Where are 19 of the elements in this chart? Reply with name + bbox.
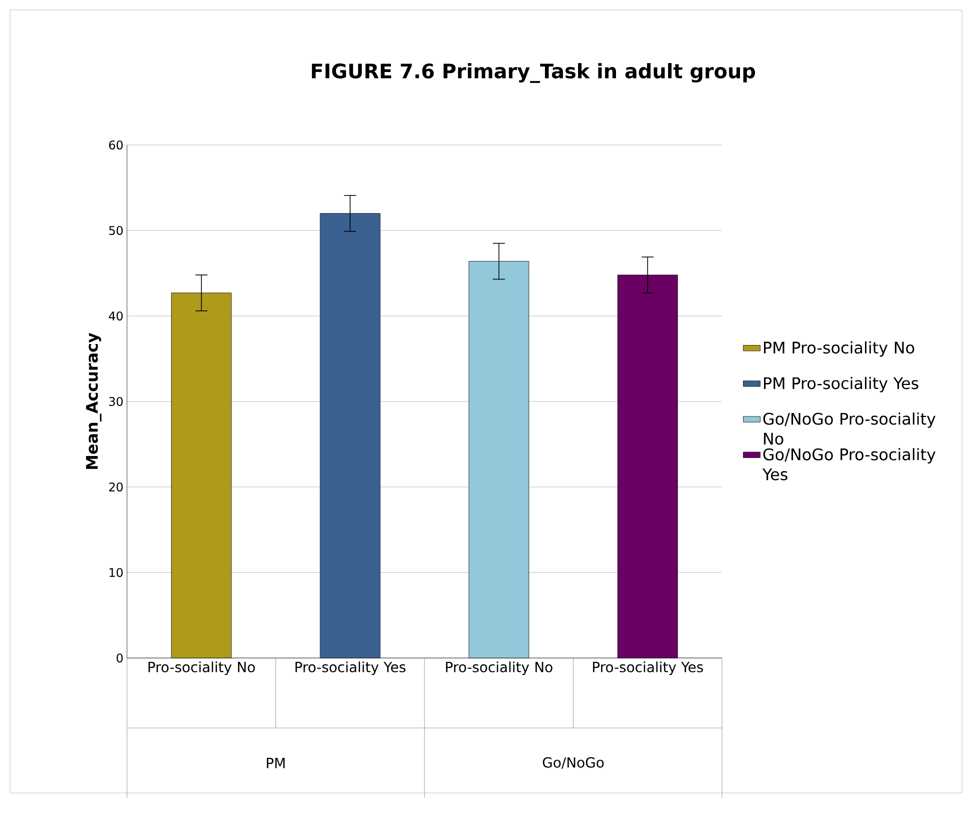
- x-tick-label: Pro-sociality Yes: [593, 662, 703, 676]
- legend-label: PM Pro-sociality No: [764, 341, 914, 357]
- legend-label: PM Pro-sociality Yes: [764, 376, 918, 392]
- x-tick-label: Pro-sociality No: [148, 662, 255, 676]
- legend-label: Go/NoGo Pro-sociality No: [763, 412, 936, 445]
- x-tick-label: Pro-sociality No: [446, 662, 552, 676]
- chart-title: FIGURE 7.6 Primary_Task in adult group: [312, 63, 756, 83]
- y-tick-label: 30: [109, 396, 123, 406]
- y-tick-label: 50: [109, 226, 123, 236]
- y-tick-label: 0: [116, 653, 123, 663]
- y-tick-label: 40: [108, 311, 123, 321]
- text: PM: [266, 758, 285, 768]
- text: Go/NoGo: [542, 757, 604, 769]
- x-tick-label: Pro-sociality Yes: [296, 662, 406, 676]
- y-tick-label: 60: [109, 140, 123, 150]
- y-tick-label: 20: [109, 482, 123, 492]
- y-axis-title: Mean_Accuracy: [86, 332, 102, 469]
- y-tick-label: 10: [110, 568, 123, 578]
- legend-label: Go/NoGo Pro-sociality Yes: [762, 448, 936, 480]
